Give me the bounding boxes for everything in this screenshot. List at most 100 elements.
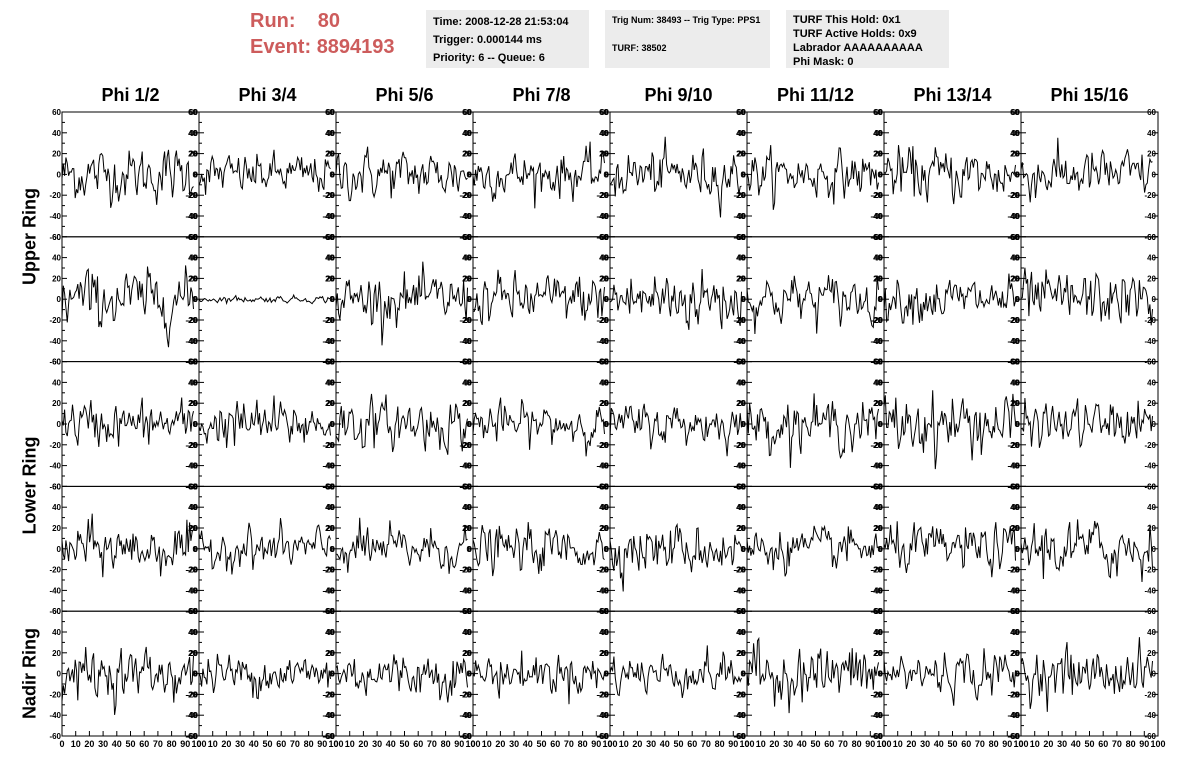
y-tick-label: 60: [600, 607, 609, 616]
y-tick-label: -20: [186, 690, 198, 699]
y-tick-label: -20: [596, 690, 608, 699]
y-tick-label: -60: [1144, 732, 1156, 741]
x-tick-label: 30: [1057, 739, 1067, 749]
y-tick-label: 20: [463, 150, 472, 159]
y-tick-label: 40: [326, 129, 335, 138]
y-tick-label: 0: [467, 170, 472, 179]
y-tick-label: -40: [1008, 462, 1020, 471]
event-value: 8894193: [316, 36, 395, 58]
y-tick-label: -20: [1008, 566, 1020, 575]
y-tick-label: 20: [1011, 399, 1020, 408]
y-tick-label: 20: [1010, 150, 1019, 159]
column-header: Phi 9/10: [644, 85, 713, 105]
x-tick-label: 70: [153, 739, 163, 749]
y-tick-label: 60: [737, 108, 746, 117]
y-tick-label: -60: [186, 358, 198, 367]
y-tick-label: -20: [871, 441, 883, 450]
y-tick-label: 0: [331, 420, 336, 429]
y-tick-label: 20: [600, 649, 609, 658]
y-tick-label: -40: [596, 586, 608, 595]
y-tick-label: 0: [57, 545, 62, 554]
y-tick-label: 40: [873, 254, 882, 263]
x-tick-label: 70: [701, 739, 711, 749]
y-tick-label: 20: [736, 524, 745, 533]
y-tick-label: 0: [1016, 170, 1021, 179]
y-tick-label: 40: [326, 254, 335, 263]
trigger-line: Trigger: 0.000144 ms: [433, 34, 542, 46]
y-tick-label: -40: [49, 212, 61, 221]
x-tick-label: 30: [235, 739, 245, 749]
y-tick-label: 40: [188, 254, 197, 263]
y-tick-label: -40: [459, 337, 471, 346]
y-tick-label: 20: [188, 649, 197, 658]
x-tick-label: 40: [797, 739, 807, 749]
y-tick-label: 40: [189, 628, 198, 637]
x-tick-label: 20: [221, 739, 231, 749]
y-tick-label: 40: [325, 254, 334, 263]
x-tick-label: 20: [495, 739, 505, 749]
y-tick-label: 0: [742, 170, 747, 179]
y-tick-label: 60: [463, 358, 472, 367]
y-tick-label: 60: [462, 358, 471, 367]
y-tick-label: -20: [49, 191, 61, 200]
y-tick-label: 40: [600, 628, 609, 637]
waveform-trace: [746, 393, 879, 468]
y-tick-label: -40: [185, 711, 197, 720]
waveform-trace: [609, 136, 742, 218]
y-tick-label: -40: [870, 337, 882, 346]
waveform-trace: [1020, 267, 1153, 326]
y-tick-label: 40: [600, 129, 609, 138]
y-tick-label: -20: [734, 441, 746, 450]
y-tick-label: 60: [325, 607, 334, 616]
y-tick-label: 20: [326, 399, 335, 408]
y-tick-label: 60: [52, 358, 61, 367]
y-tick-label: 20: [737, 649, 746, 658]
event-row: Event: 8894193: [250, 34, 420, 60]
y-tick-label: -20: [596, 191, 608, 200]
y-tick-label: 20: [737, 399, 746, 408]
y-tick-label: -20: [596, 566, 608, 575]
y-tick-label: 60: [736, 233, 745, 242]
y-tick-label: -40: [323, 711, 335, 720]
waveform-trace: [335, 517, 468, 574]
y-tick-label: 60: [736, 482, 745, 491]
y-tick-label: 0: [879, 170, 884, 179]
y-tick-label: -60: [870, 358, 882, 367]
y-tick-label: -20: [597, 690, 609, 699]
y-tick-label: 60: [189, 607, 198, 616]
y-tick-label: 20: [189, 150, 198, 159]
y-tick-label: 40: [462, 378, 471, 387]
y-tick-label: -40: [1008, 711, 1020, 720]
waveform-trace: [1020, 637, 1153, 712]
y-tick-label: 20: [325, 150, 334, 159]
y-tick-label: 20: [325, 274, 334, 283]
y-tick-label: -40: [186, 586, 198, 595]
y-tick-label: 40: [188, 628, 197, 637]
y-tick-label: 60: [736, 607, 745, 616]
y-tick-label: 60: [188, 108, 197, 117]
y-tick-label: 0: [468, 545, 473, 554]
y-tick-label: 0: [193, 420, 198, 429]
y-tick-label: 40: [874, 129, 883, 138]
y-tick-label: -40: [733, 711, 745, 720]
waveform-trace: [472, 141, 605, 209]
y-tick-label: -60: [185, 732, 197, 741]
y-tick-label: -20: [459, 191, 471, 200]
y-tick-label: -20: [597, 566, 609, 575]
y-tick-label: -20: [460, 441, 472, 450]
y-tick-label: 20: [462, 399, 471, 408]
y-tick-label: 20: [736, 150, 745, 159]
waveform-trace: [61, 265, 194, 348]
y-tick-label: 20: [462, 150, 471, 159]
y-tick-label: 20: [462, 524, 471, 533]
waveform-trace: [335, 654, 468, 703]
